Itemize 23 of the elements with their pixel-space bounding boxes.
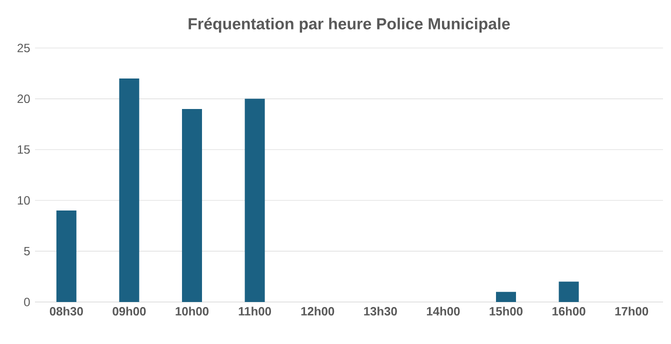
y-tick-label: 10 [18, 196, 30, 205]
bar [244, 98, 265, 302]
x-tick-label: 14h00 [426, 306, 460, 316]
x-tick-label: 11h00 [238, 306, 271, 316]
y-tick-label: 5 [24, 247, 30, 256]
bar [56, 210, 76, 302]
x-tick-label: 13h30 [364, 306, 397, 316]
x-tick-label: 17h00 [615, 306, 648, 316]
y-tick-label: 0 [24, 298, 30, 306]
bar [119, 78, 140, 302]
x-tick-label: 16h00 [552, 306, 586, 316]
y-tick-label: 20 [18, 94, 30, 104]
chart-title: Fréquentation par heure Police Municipale [188, 18, 510, 33]
x-tick-label: 10h00 [176, 306, 209, 316]
bar [182, 108, 202, 302]
bar [558, 282, 579, 302]
y-tick-label: 15 [18, 145, 30, 154]
x-tick-label: 12h00 [301, 306, 334, 316]
x-tick-label: 15h00 [490, 306, 523, 316]
x-tick-label: 08h30 [50, 306, 83, 316]
y-tick-label: 25 [18, 44, 30, 52]
bar [496, 292, 516, 302]
x-tick-label: 09h00 [112, 306, 146, 316]
